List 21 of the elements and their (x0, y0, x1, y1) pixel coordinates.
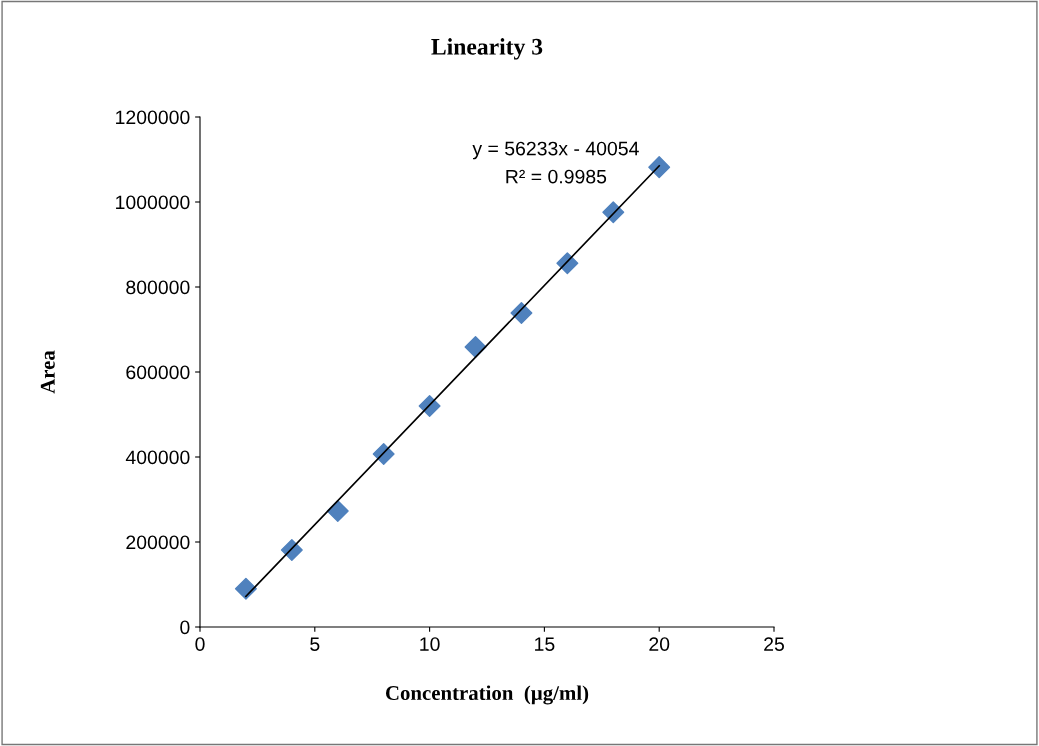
y-axis-title: Area (40, 350, 55, 394)
y-tick-label: 400000 (125, 450, 190, 465)
y-tick-label: 800000 (126, 280, 190, 295)
annotation: R² = 0.9985 (506, 169, 607, 184)
x-tick-label: 20 (649, 637, 670, 651)
y-tick-label: 1000000 (116, 195, 190, 210)
x-tick-label: 5 (310, 637, 320, 651)
x-tick-label: 0 (195, 637, 205, 651)
point (326, 499, 349, 522)
point (280, 539, 303, 562)
x-axis-title: Concentration (µg/ml) (385, 685, 589, 705)
y-tick-label: 200000 (126, 535, 190, 550)
y-tick-label: 600000 (126, 365, 190, 380)
x-tick-label: 10 (420, 637, 440, 651)
y-tick-label: 1200000 (116, 110, 190, 125)
annotation: y = 56233x - 40054 (472, 141, 639, 160)
x-tick-label: 25 (764, 637, 784, 651)
x-tick-label: 15 (535, 637, 555, 651)
chart-title: Linearity 3 (431, 38, 543, 60)
y-tick-label: 0 (180, 620, 190, 635)
point (648, 156, 671, 179)
